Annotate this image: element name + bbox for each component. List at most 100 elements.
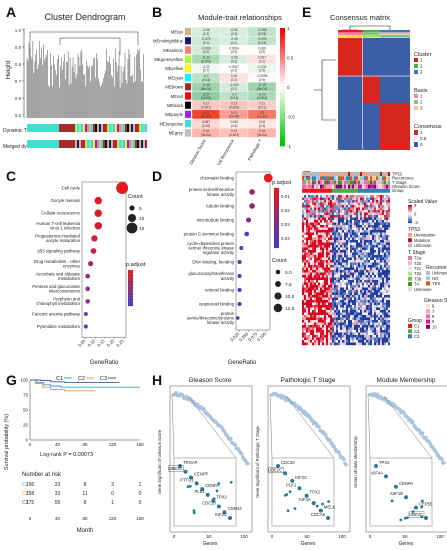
expression-cell	[388, 247, 391, 251]
expression-cell	[350, 232, 353, 236]
expression-cell	[384, 327, 387, 331]
expression-cell	[376, 267, 379, 271]
expression-cell	[384, 332, 387, 336]
expression-cell	[374, 220, 377, 223]
expression-cell	[314, 245, 317, 248]
module-name: MEgreenyellow	[154, 57, 184, 62]
expression-cell	[314, 240, 317, 243]
expression-cell	[334, 307, 337, 311]
expression-cell	[352, 247, 355, 251]
expression-cell	[356, 257, 359, 261]
cell-correlation: -0.063	[229, 83, 238, 87]
d-count-title: Count	[272, 258, 287, 264]
expression-cell	[322, 295, 325, 298]
expression-cell	[314, 217, 317, 221]
expression-cell	[360, 230, 363, 233]
scaled-gradient-step	[408, 221, 412, 223]
expression-cell	[314, 200, 317, 203]
expression-cell	[358, 197, 361, 201]
annotation-track-cell	[374, 184, 377, 189]
expression-cell	[316, 262, 319, 266]
expression-cell	[362, 332, 365, 336]
expression-cell	[338, 255, 341, 258]
annotation-track-cell	[330, 188, 333, 193]
expression-cell	[384, 217, 387, 221]
enrichment-term: regulator activity	[203, 250, 235, 255]
expression-cell	[302, 282, 305, 286]
expression-cell	[376, 232, 379, 236]
expression-cell	[312, 210, 315, 213]
expression-cell	[380, 255, 383, 258]
expression-cell	[316, 310, 319, 313]
expression-cell	[326, 320, 329, 323]
expression-cell	[326, 250, 329, 253]
expression-cell	[320, 197, 323, 201]
expression-cell	[310, 230, 313, 233]
h-gene-dot	[328, 438, 332, 442]
cell-pvalue: (0.05)	[202, 124, 210, 128]
expression-cell	[364, 337, 367, 341]
expression-cell	[332, 275, 335, 278]
annotation-track-cell	[312, 184, 315, 189]
expression-cell	[364, 340, 367, 343]
expression-cell	[356, 195, 359, 198]
expression-cell	[306, 312, 309, 316]
expression-cell	[380, 212, 383, 216]
expression-cell	[366, 265, 369, 268]
expression-cell	[370, 337, 373, 341]
expression-cell	[314, 230, 317, 233]
a-tick-label: 1.0	[15, 28, 22, 33]
recurrence-legend-swatch	[426, 276, 430, 281]
h-inset-dot	[217, 482, 221, 485]
expression-cell	[372, 340, 375, 343]
annotation-track-cell	[348, 172, 351, 176]
expression-cell	[320, 270, 323, 273]
expression-cell	[352, 340, 355, 343]
expression-cell	[312, 280, 315, 283]
expression-cell	[364, 277, 367, 281]
expression-cell	[310, 307, 313, 311]
expression-cell	[366, 245, 369, 248]
expression-cell	[360, 267, 363, 271]
annotation-track-cell	[356, 184, 359, 189]
expression-cell	[302, 262, 305, 266]
expression-cell	[340, 322, 343, 326]
expression-cell	[334, 292, 337, 296]
expression-cell	[340, 285, 343, 288]
scale-gradient-step	[280, 128, 285, 132]
expression-cell	[318, 287, 321, 291]
expression-cell	[342, 340, 345, 343]
expression-cell	[362, 202, 365, 206]
annotation-track-cell	[378, 180, 381, 185]
expression-cell	[312, 305, 315, 308]
expression-cell	[312, 325, 315, 328]
expression-cell	[380, 290, 383, 293]
cell-pvalue: (0.5)	[259, 69, 266, 73]
h-x-tick: 50	[402, 534, 408, 539]
expression-cell	[306, 335, 309, 338]
expression-cell	[380, 335, 383, 338]
annotation-track-cell	[370, 180, 373, 185]
expression-cell	[316, 317, 319, 321]
annotation-track-cell	[364, 184, 367, 189]
expression-cell	[312, 197, 315, 201]
expression-cell	[362, 215, 365, 218]
expression-cell	[328, 332, 331, 336]
expression-cell	[356, 267, 359, 271]
risk-count: 0	[139, 500, 142, 506]
annotation-track-cell	[328, 180, 331, 185]
expression-cell	[358, 270, 361, 273]
module-color-cell	[135, 124, 138, 132]
expression-cell	[352, 215, 355, 218]
expression-cell	[384, 227, 387, 231]
expression-cell	[322, 300, 325, 303]
expression-cell	[342, 262, 345, 266]
expression-cell	[374, 280, 377, 283]
expression-cell	[350, 325, 353, 328]
annotation-track-cell	[388, 180, 391, 185]
expression-cell	[388, 305, 391, 308]
consensus-annotation	[338, 30, 363, 33]
c-padj-title: p.adjust	[126, 262, 146, 268]
expression-cell	[350, 282, 353, 286]
